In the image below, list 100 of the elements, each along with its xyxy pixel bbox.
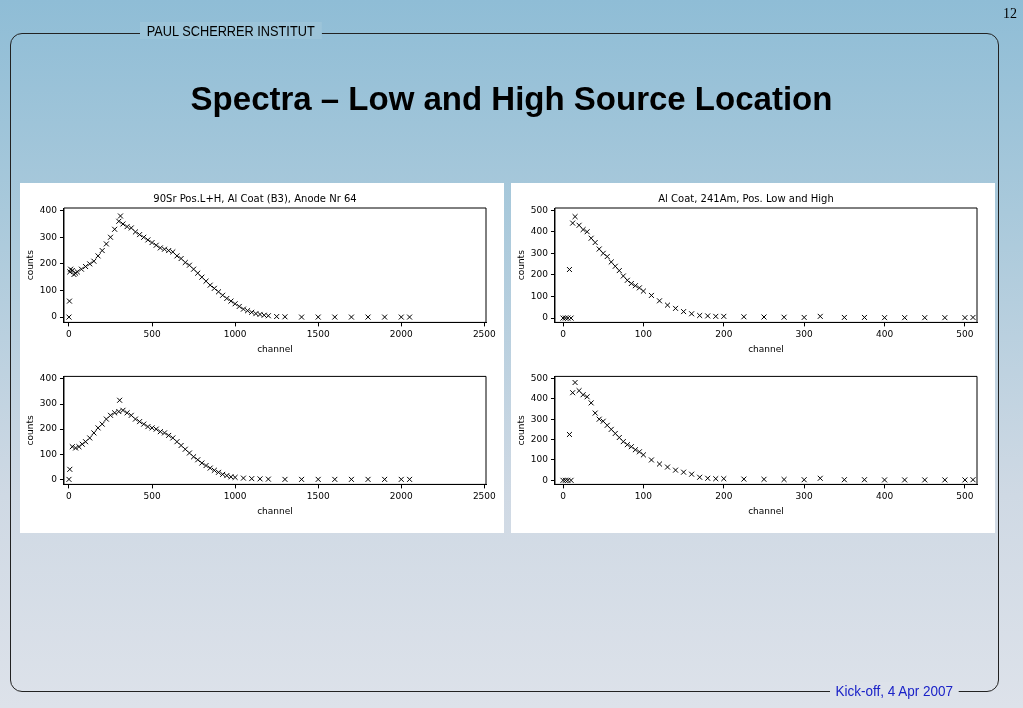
point: [584, 393, 591, 400]
point: [124, 409, 131, 416]
point: [169, 434, 176, 441]
point: [144, 423, 151, 430]
x-axis-title: channel: [748, 505, 784, 516]
point: [107, 412, 114, 419]
point: [211, 467, 218, 474]
x-axis-title: channel: [257, 505, 293, 516]
point: [861, 476, 868, 483]
point: [616, 267, 623, 274]
point: [881, 476, 888, 483]
x-tick-label: 2000: [389, 329, 413, 340]
point: [95, 424, 102, 431]
point: [672, 467, 679, 474]
point: [232, 474, 239, 481]
point: [704, 475, 711, 482]
x-tick-label: 500: [956, 329, 974, 340]
point: [740, 313, 747, 320]
point: [921, 314, 928, 321]
point: [781, 476, 788, 483]
y-tick-label: 300: [39, 398, 58, 409]
y-tick-label: 500: [530, 204, 549, 215]
point: [672, 305, 679, 312]
point: [632, 282, 639, 289]
point: [140, 421, 147, 428]
point: [348, 476, 355, 483]
point: [66, 466, 73, 473]
point: [636, 448, 643, 455]
point: [901, 476, 908, 483]
x-tick-label: 500: [956, 491, 974, 502]
point: [600, 250, 607, 257]
point: [604, 253, 611, 260]
point: [576, 387, 583, 394]
point: [636, 284, 643, 291]
x-tick-label: 1500: [306, 329, 330, 340]
point: [75, 443, 82, 450]
y-axis-title: counts: [515, 415, 526, 446]
y-tick-label: 300: [530, 413, 549, 424]
point: [632, 446, 639, 453]
x-tick-label: 0: [560, 491, 567, 502]
point: [331, 476, 338, 483]
point: [664, 302, 671, 309]
x-tick-label: 0: [66, 329, 73, 340]
y-tick-label: 0: [51, 473, 58, 484]
y-axis-title: counts: [24, 415, 35, 446]
x-tick-label: 300: [795, 491, 814, 502]
x-tick-label: 0: [560, 329, 567, 340]
point: [801, 476, 808, 483]
point: [584, 228, 591, 235]
point: [901, 314, 908, 321]
point: [568, 315, 575, 322]
point: [86, 434, 93, 441]
point: [128, 412, 135, 419]
point: [841, 476, 848, 483]
x-tick-label: 100: [634, 329, 653, 340]
point: [248, 475, 255, 482]
point: [596, 416, 603, 423]
point: [223, 472, 230, 479]
point: [712, 475, 719, 482]
point: [608, 426, 615, 433]
y-tick-label: 300: [530, 247, 549, 258]
point: [620, 273, 627, 279]
x-tick-label: 0: [66, 491, 73, 502]
y-tick-label: 100: [530, 290, 549, 301]
point: [781, 314, 788, 321]
point: [265, 476, 272, 483]
point: [136, 418, 143, 425]
x-tick-label: 200: [715, 329, 733, 340]
point: [592, 410, 599, 417]
point: [111, 409, 118, 416]
y-tick-label: 100: [530, 454, 549, 465]
point: [696, 474, 703, 481]
point: [257, 475, 264, 482]
point: [406, 476, 413, 483]
point: [186, 450, 193, 456]
point: [628, 280, 635, 287]
point: [365, 476, 372, 483]
text: PAUL SCHERRER INSTITUT: [140, 22, 322, 39]
x-tick-label: 1000: [223, 491, 247, 502]
point: [103, 416, 110, 423]
chart-title: Al Coat, 241Am, Pos. Low and High: [658, 192, 834, 204]
y-tick-label: 200: [530, 269, 549, 280]
point: [817, 313, 824, 320]
point: [688, 310, 695, 317]
point: [572, 379, 579, 386]
point: [640, 451, 647, 458]
x-tick-label: 400: [875, 329, 894, 340]
point: [398, 476, 405, 483]
point: [921, 476, 928, 483]
point: [153, 426, 160, 433]
point: [608, 258, 615, 265]
point: [688, 471, 695, 478]
point: [215, 469, 222, 476]
point: [576, 222, 583, 229]
point: [817, 475, 824, 482]
point: [881, 314, 888, 321]
point: [941, 314, 948, 321]
y-axis-title: counts: [24, 249, 35, 281]
point: [664, 464, 671, 471]
point: [99, 421, 106, 428]
